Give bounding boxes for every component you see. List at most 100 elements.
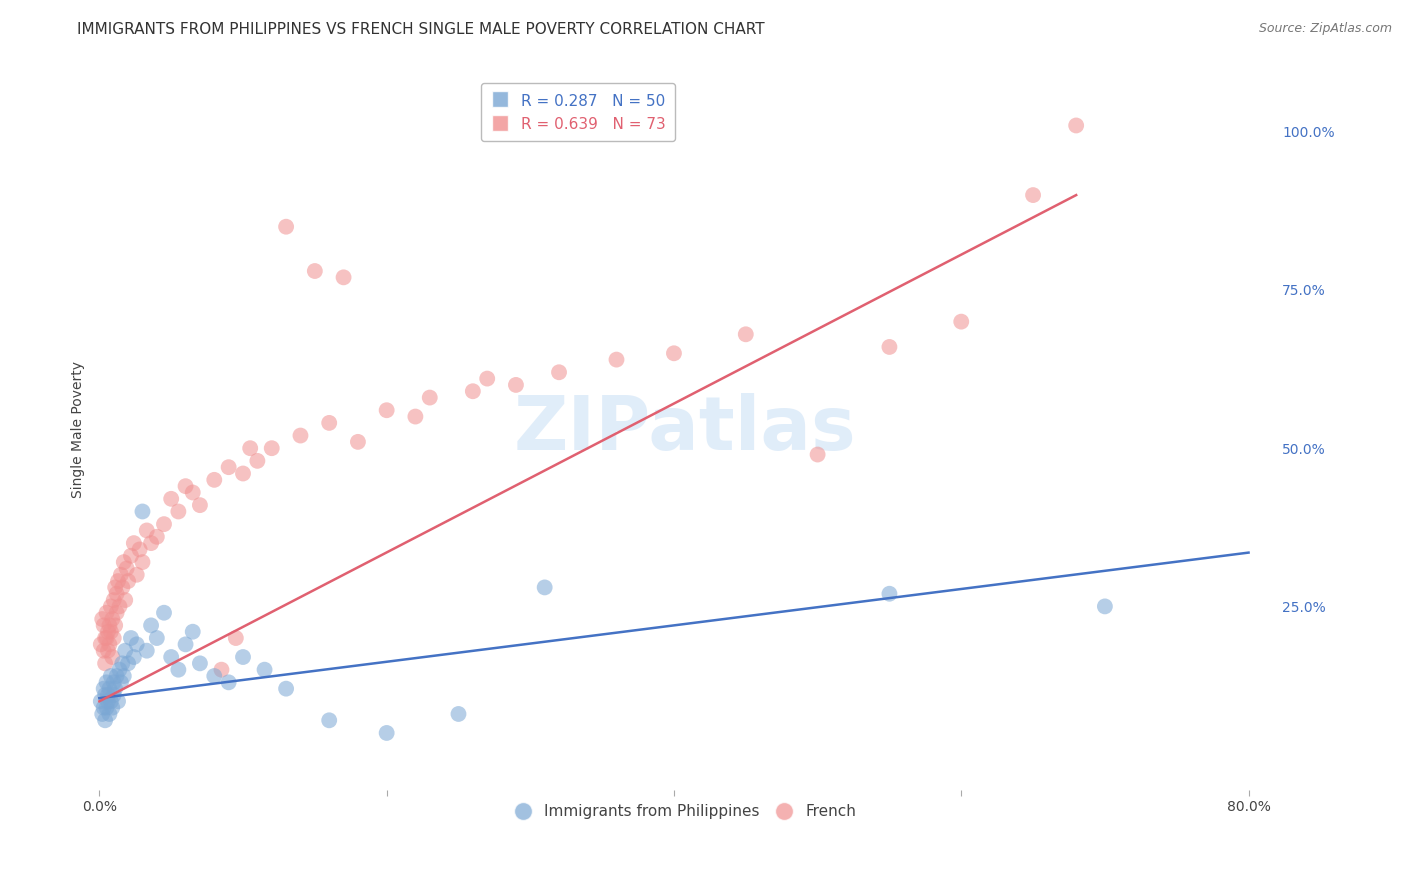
Point <box>239 441 262 455</box>
Point <box>950 315 973 329</box>
Point <box>112 669 135 683</box>
Point <box>93 618 115 632</box>
Point <box>131 504 153 518</box>
Point <box>548 365 571 379</box>
Point <box>112 555 135 569</box>
Point <box>181 624 204 639</box>
Point <box>100 694 122 708</box>
Point <box>202 669 225 683</box>
Point <box>188 498 211 512</box>
Point <box>605 352 627 367</box>
Point <box>128 542 150 557</box>
Point <box>167 663 190 677</box>
Point <box>107 694 129 708</box>
Point <box>104 618 127 632</box>
Point <box>117 574 139 588</box>
Point <box>232 467 254 481</box>
Point <box>93 681 115 696</box>
Text: Source: ZipAtlas.com: Source: ZipAtlas.com <box>1258 22 1392 36</box>
Point <box>91 612 114 626</box>
Point <box>105 606 128 620</box>
Point <box>111 657 134 671</box>
Point <box>120 549 142 563</box>
Y-axis label: Single Male Poverty: Single Male Poverty <box>72 360 86 498</box>
Point <box>274 219 297 234</box>
Point <box>101 612 124 626</box>
Point <box>253 663 276 677</box>
Point <box>135 643 157 657</box>
Point <box>246 454 269 468</box>
Point <box>97 624 120 639</box>
Point <box>879 340 901 354</box>
Point <box>188 657 211 671</box>
Point <box>93 643 115 657</box>
Point <box>375 726 398 740</box>
Point <box>103 593 125 607</box>
Text: ZIPatlas: ZIPatlas <box>513 392 856 466</box>
Point <box>103 688 125 702</box>
Point <box>160 650 183 665</box>
Point <box>114 593 136 607</box>
Point <box>447 706 470 721</box>
Point <box>117 657 139 671</box>
Point <box>98 637 121 651</box>
Point <box>107 574 129 588</box>
Point <box>505 378 527 392</box>
Point <box>105 587 128 601</box>
Point <box>232 650 254 665</box>
Point <box>90 637 112 651</box>
Point <box>103 631 125 645</box>
Point <box>332 270 354 285</box>
Point <box>115 561 138 575</box>
Point <box>304 264 326 278</box>
Point <box>94 631 117 645</box>
Point <box>807 448 830 462</box>
Text: IMMIGRANTS FROM PHILIPPINES VS FRENCH SINGLE MALE POVERTY CORRELATION CHART: IMMIGRANTS FROM PHILIPPINES VS FRENCH SI… <box>77 22 765 37</box>
Point <box>662 346 685 360</box>
Point <box>93 700 115 714</box>
Point <box>181 485 204 500</box>
Point <box>96 700 118 714</box>
Point <box>97 643 120 657</box>
Point <box>225 631 247 645</box>
Point <box>125 567 148 582</box>
Point <box>104 581 127 595</box>
Point <box>98 681 121 696</box>
Point <box>94 714 117 728</box>
Point <box>218 460 240 475</box>
Point <box>120 631 142 645</box>
Point <box>114 643 136 657</box>
Point <box>131 555 153 569</box>
Legend: Immigrants from Philippines, French: Immigrants from Philippines, French <box>508 798 862 826</box>
Point <box>290 428 312 442</box>
Point <box>734 327 756 342</box>
Point <box>90 694 112 708</box>
Point <box>419 391 441 405</box>
Point <box>218 675 240 690</box>
Point <box>96 606 118 620</box>
Point <box>1094 599 1116 614</box>
Point <box>139 536 162 550</box>
Point <box>111 581 134 595</box>
Point <box>318 416 340 430</box>
Point <box>533 581 555 595</box>
Point <box>375 403 398 417</box>
Point <box>105 669 128 683</box>
Point <box>122 650 145 665</box>
Point <box>97 694 120 708</box>
Point <box>461 384 484 399</box>
Point <box>100 599 122 614</box>
Point <box>404 409 426 424</box>
Point <box>110 675 132 690</box>
Point <box>104 681 127 696</box>
Point <box>260 441 283 455</box>
Point <box>174 637 197 651</box>
Point <box>160 491 183 506</box>
Point <box>108 663 131 677</box>
Point <box>91 706 114 721</box>
Point <box>94 657 117 671</box>
Point <box>96 631 118 645</box>
Point <box>108 599 131 614</box>
Point <box>146 530 169 544</box>
Point <box>135 524 157 538</box>
